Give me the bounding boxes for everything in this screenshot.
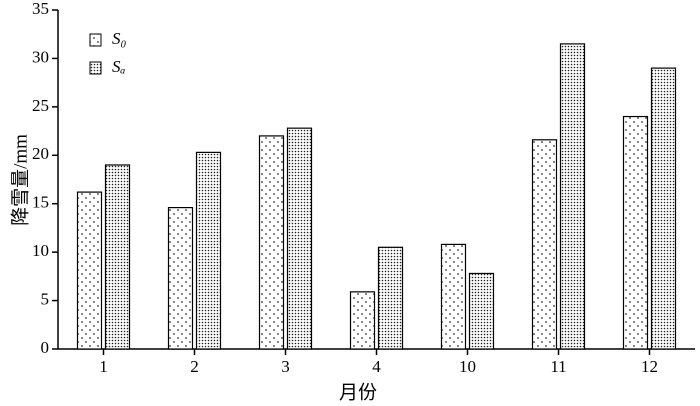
y-tick-label: 20 xyxy=(32,144,49,163)
bar xyxy=(76,191,103,350)
bar xyxy=(650,67,677,350)
x-tick-label: 1 xyxy=(99,357,108,376)
y-tick-label: 15 xyxy=(32,193,49,212)
bar xyxy=(468,272,495,350)
y-tick-label: 30 xyxy=(32,47,49,66)
y-tick-label: 35 xyxy=(32,0,49,18)
bar xyxy=(440,243,467,350)
bar xyxy=(531,139,558,350)
bar xyxy=(377,246,404,350)
bar xyxy=(195,151,222,350)
x-tick-label: 4 xyxy=(372,357,381,376)
x-tick-label: 3 xyxy=(281,357,290,376)
x-tick-label: 12 xyxy=(641,357,658,376)
bar xyxy=(167,206,194,350)
bar xyxy=(622,115,649,350)
y-tick-label: 10 xyxy=(32,241,49,260)
legend-label: Sₐ xyxy=(112,57,126,76)
x-tick-label: 10 xyxy=(459,357,476,376)
x-axis-title: 月份 xyxy=(339,381,377,403)
y-axis-title: 降雪量/mm xyxy=(9,134,31,226)
bar xyxy=(349,291,376,350)
legend-swatch xyxy=(89,33,102,47)
legend-label: S₀ xyxy=(112,29,127,48)
bar xyxy=(104,164,131,350)
x-tick-label: 11 xyxy=(550,357,566,376)
x-tick-label: 2 xyxy=(190,357,199,376)
y-tick-label: 0 xyxy=(41,338,50,357)
bar xyxy=(258,135,285,350)
bar xyxy=(286,127,313,350)
y-tick-label: 5 xyxy=(41,289,50,308)
y-tick-label: 25 xyxy=(32,96,49,115)
legend-swatch xyxy=(89,61,102,75)
bar xyxy=(559,43,586,350)
